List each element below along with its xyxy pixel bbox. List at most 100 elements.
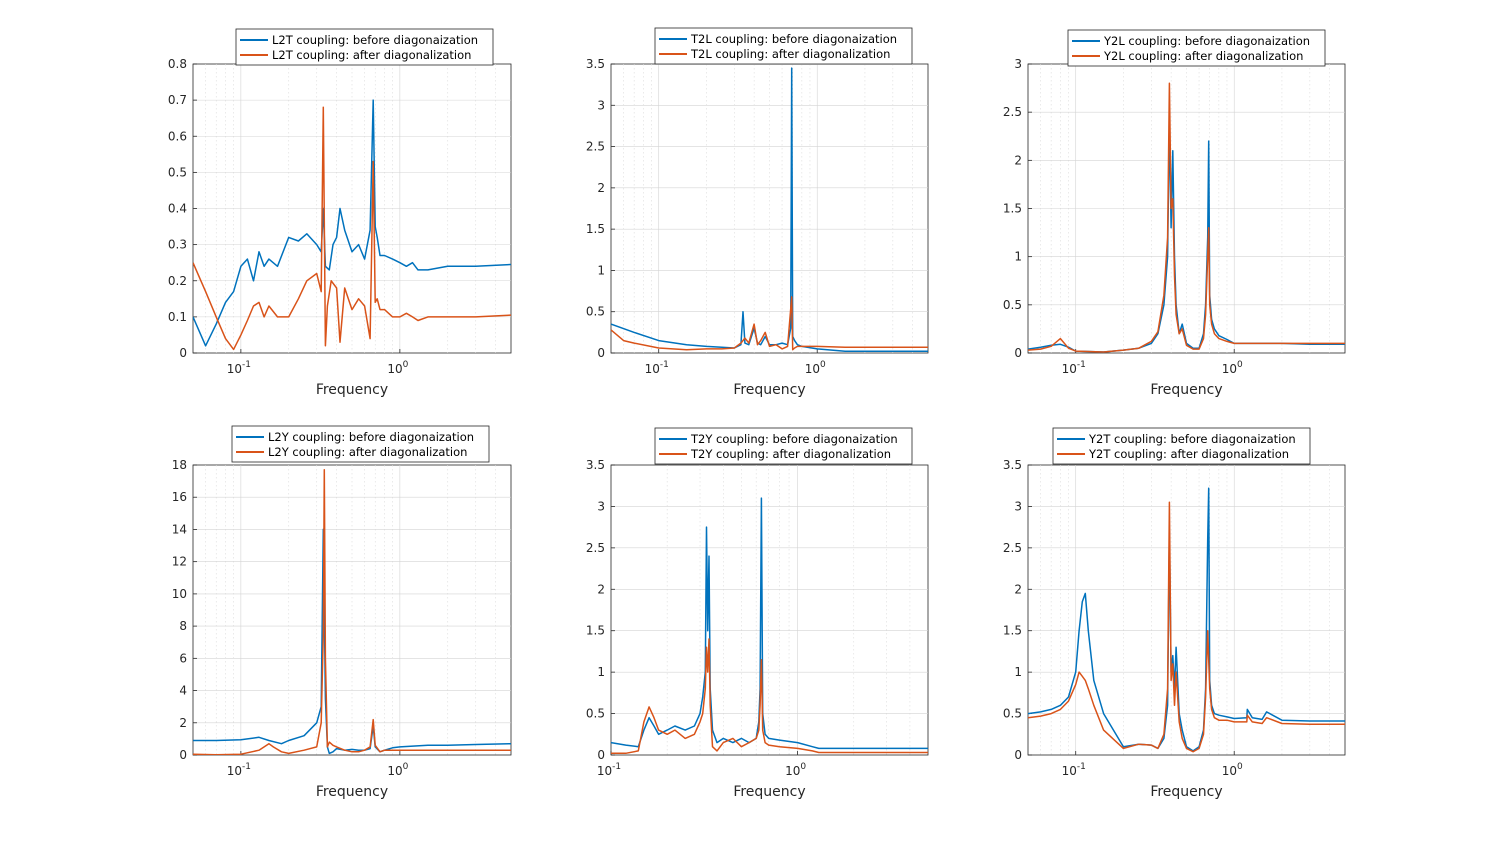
legend-entry: L2T coupling: before diagonaization <box>272 33 478 47</box>
x-tick-label: 100 <box>1222 360 1243 376</box>
legend-entry: L2Y coupling: after diagonalization <box>268 445 467 459</box>
series-line-after <box>193 469 511 755</box>
y-tick-label: 0.4 <box>168 202 187 216</box>
x-tick-label: 100 <box>387 360 408 376</box>
x-tick-label: 10-1 <box>1062 762 1086 778</box>
y-tick-label: 0.7 <box>168 93 187 107</box>
panel-l2t: 0 0.1 0.2 0.3 0.4 0.5 0.6 0.7 0.8 10-1 100 Frequenc… <box>168 28 512 398</box>
x-tick-label: 10-1 <box>227 360 251 376</box>
y-tick-label: 3 <box>1014 57 1022 71</box>
y-tick-label: 2.5 <box>1003 541 1022 555</box>
y-tick-label: 2 <box>597 582 605 596</box>
y-tick-label: 10 <box>172 587 187 601</box>
x-tick-label: 10-1 <box>227 762 251 778</box>
legend-box <box>1067 29 1326 67</box>
y-tick-label: 3 <box>597 499 605 513</box>
legend-entry: T2Y coupling: after diagonalization <box>690 447 891 461</box>
x-tick-label: 100 <box>387 762 408 778</box>
x-axis-label: Frequency <box>1150 382 1222 398</box>
y-tick-label: 1 <box>597 665 605 679</box>
x-tick-label: 100 <box>785 762 806 778</box>
y-tick-label: 3.5 <box>1003 458 1022 472</box>
legend-entry: T2L coupling: before diagonaization <box>690 32 897 46</box>
y-tick-label: 0 <box>179 748 187 762</box>
y-tick-label: 8 <box>179 619 187 633</box>
x-axis-label: Frequency <box>316 784 388 800</box>
y-tick-label: 0.6 <box>168 129 187 143</box>
y-tick-label: 0 <box>1014 346 1022 360</box>
x-axis-label: Frequency <box>316 382 388 398</box>
legend-entry: L2T coupling: after diagonalization <box>272 48 471 62</box>
axes-t2y <box>610 464 929 756</box>
legend-box <box>654 427 913 465</box>
legend-entry: Y2L coupling: after diagonalization <box>1103 49 1303 63</box>
y-tick-label: 16 <box>172 490 187 504</box>
panel-t2y: 0 0.5 1 1.5 2 2.5 3 3.5 10-1 100 Frequency T2Y coup… <box>586 427 929 800</box>
legend-box <box>1052 427 1311 465</box>
y-tick-label: 0.5 <box>1003 298 1022 312</box>
y-tick-label: 1 <box>1014 665 1022 679</box>
series-line-after <box>1028 501 1345 753</box>
grid-y2t <box>1028 465 1345 755</box>
legend-box <box>235 28 494 66</box>
grid-l2y <box>193 465 511 755</box>
y-tick-label: 0.3 <box>168 238 187 252</box>
grid-t2l <box>611 64 928 353</box>
panel-l2y: 0 2 4 6 8 10 12 14 16 18 10-1 100 Frequency L2Y coupl… <box>172 425 512 800</box>
x-tick-label: 10-1 <box>1062 360 1086 376</box>
series-line-before <box>193 99 511 347</box>
x-tick-label: 10-1 <box>597 762 621 778</box>
y-tick-label: 0.1 <box>168 310 187 324</box>
y-tick-label: 2 <box>1014 153 1022 167</box>
y-tick-label: 2.5 <box>586 541 605 555</box>
y-tick-label: 18 <box>172 458 187 472</box>
y-tick-label: 2 <box>597 181 605 195</box>
y-tick-label: 0.5 <box>586 305 605 319</box>
y-tick-label: 1.5 <box>586 624 605 638</box>
series-line-before <box>1028 487 1345 752</box>
y-tick-label: 3.5 <box>586 57 605 71</box>
y-tick-label: 1 <box>597 263 605 277</box>
y-tick-label: 1.5 <box>586 222 605 236</box>
series-line-after <box>1028 82 1345 353</box>
y-tick-label: 2 <box>179 716 187 730</box>
x-tick-label: 100 <box>1222 762 1243 778</box>
x-axis-label: Frequency <box>733 382 805 398</box>
x-tick-label: 100 <box>805 360 826 376</box>
y-tick-label: 2.5 <box>586 140 605 154</box>
series-line-after <box>611 638 928 755</box>
y-tick-label: 0 <box>597 748 605 762</box>
y-tick-label: 0.5 <box>586 707 605 721</box>
series-line-before <box>611 497 928 750</box>
grid-l2t <box>193 64 511 353</box>
y-tick-label: 0 <box>1014 748 1022 762</box>
y-tick-label: 1 <box>1014 250 1022 264</box>
y-tick-label: 2 <box>1014 582 1022 596</box>
y-tick-label: 3 <box>1014 499 1022 513</box>
legend-entry: Y2T coupling: after diagonalization <box>1088 447 1289 461</box>
y-tick-label: 0.8 <box>168 57 187 71</box>
x-tick-label: 10-1 <box>645 360 669 376</box>
y-tick-label: 14 <box>172 522 187 536</box>
grid-t2y <box>611 465 928 755</box>
y-tick-label: 0.5 <box>168 165 187 179</box>
x-axis-label: Frequency <box>1150 784 1222 800</box>
y-tick-label: 12 <box>172 555 187 569</box>
y-tick-label: 3.5 <box>586 458 605 472</box>
y-tick-label: 0 <box>179 346 187 360</box>
y-tick-label: 2.5 <box>1003 105 1022 119</box>
y-tick-label: 1.5 <box>1003 624 1022 638</box>
legend-entry: Y2L coupling: before diagonaization <box>1103 34 1310 48</box>
legend-box <box>654 27 913 65</box>
y-tick-label: 4 <box>179 684 187 698</box>
y-tick-label: 0.2 <box>168 274 187 288</box>
y-tick-label: 6 <box>179 651 187 665</box>
series-line-before <box>193 528 511 755</box>
